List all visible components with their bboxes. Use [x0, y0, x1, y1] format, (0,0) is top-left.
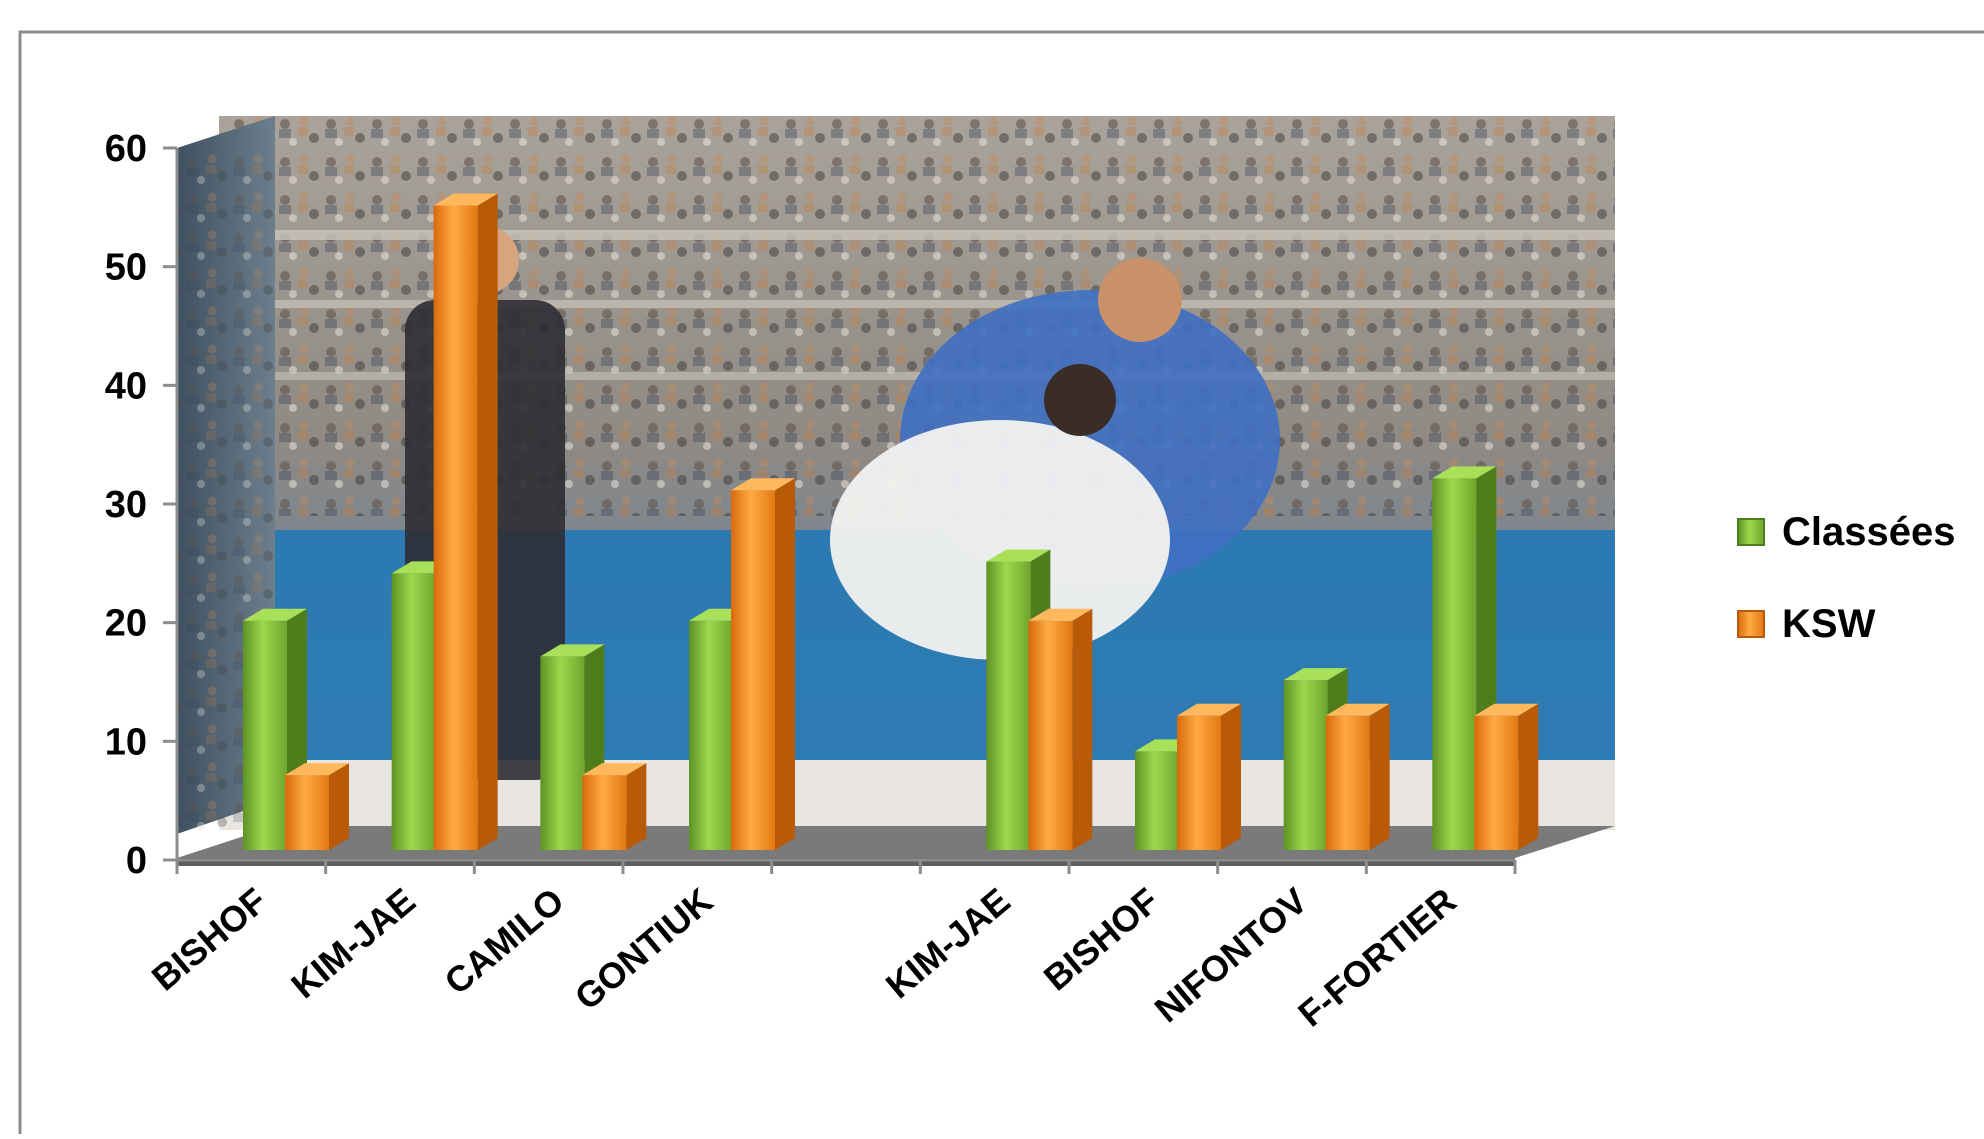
- bar-ksw-5: [1028, 608, 1093, 850]
- figure-border: [18, 30, 1984, 1139]
- legend-item-ksw: KSW: [1737, 602, 1876, 646]
- bars: [243, 193, 1539, 850]
- legend-swatch: [1737, 610, 1765, 638]
- x-tick-label: BISHOF: [1036, 880, 1167, 999]
- y-tick-label: 50: [105, 247, 147, 289]
- x-tick-label: KIM-JAE: [878, 880, 1018, 1007]
- y-axis-ticks: 0 10 20 30 40 50 60: [105, 128, 177, 882]
- y-tick-label: 60: [105, 128, 147, 170]
- bar-ksw-1: [433, 193, 498, 850]
- x-tick-label: NIFONTOV: [1147, 880, 1315, 1031]
- x-tick-label: CAMILO: [437, 880, 572, 1003]
- x-axis-ticks: [175, 860, 1517, 874]
- x-tick-label: KIM-JAE: [283, 880, 423, 1007]
- bar-ksw-8: [1474, 703, 1539, 850]
- legend-label: Classées: [1782, 510, 1955, 554]
- x-tick-label: F-FORTIER: [1290, 880, 1463, 1035]
- bar-ksw-7: [1325, 703, 1390, 850]
- bar-ksw-0: [285, 763, 349, 850]
- y-tick-label: 40: [105, 365, 147, 407]
- y-tick-label: 30: [105, 484, 147, 526]
- legend-item-classées: Classées: [1737, 510, 1955, 554]
- bar-ksw-2: [582, 763, 647, 850]
- x-tick-label: BISHOF: [144, 880, 275, 999]
- y-tick-label: 10: [105, 721, 147, 763]
- legend-swatch: [1737, 518, 1765, 546]
- legend: Classées KSW: [1737, 510, 1955, 646]
- legend-label: KSW: [1782, 602, 1876, 646]
- x-tick-label: GONTIUK: [567, 880, 721, 1018]
- y-tick-label: 20: [105, 603, 147, 645]
- bar-ksw-6: [1177, 703, 1241, 850]
- bar-ksw-3: [731, 478, 795, 850]
- chart-floor: [177, 826, 1615, 858]
- y-tick-label: 0: [126, 840, 147, 882]
